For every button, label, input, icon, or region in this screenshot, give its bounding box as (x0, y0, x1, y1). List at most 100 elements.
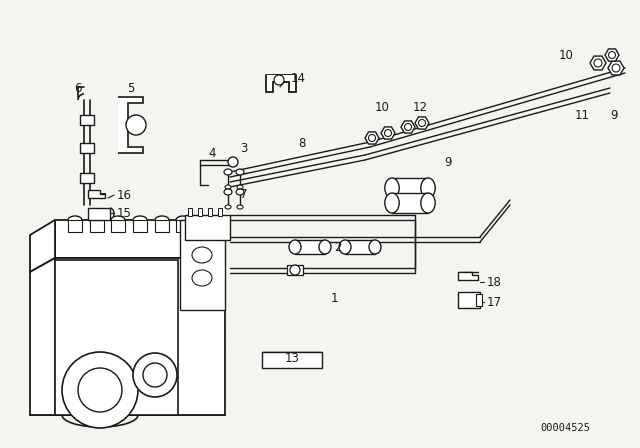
Polygon shape (118, 97, 143, 153)
Bar (198, 208, 202, 216)
Text: 00004525: 00004525 (540, 423, 590, 433)
Ellipse shape (176, 216, 190, 224)
Bar (155, 220, 169, 232)
Ellipse shape (289, 240, 301, 254)
Polygon shape (88, 190, 105, 198)
Ellipse shape (385, 193, 399, 213)
Polygon shape (88, 208, 110, 220)
Text: 4: 4 (208, 146, 216, 159)
Ellipse shape (90, 216, 104, 224)
Ellipse shape (237, 205, 243, 209)
Circle shape (369, 134, 376, 142)
Text: 10: 10 (374, 100, 389, 113)
Circle shape (274, 75, 284, 85)
Polygon shape (262, 352, 322, 368)
Ellipse shape (319, 240, 331, 254)
Bar (80, 143, 94, 153)
Ellipse shape (224, 189, 232, 195)
Bar (68, 220, 82, 232)
Text: 18: 18 (486, 276, 501, 289)
Ellipse shape (225, 185, 231, 189)
Bar (392, 193, 428, 213)
Polygon shape (55, 258, 225, 415)
Ellipse shape (421, 178, 435, 198)
Ellipse shape (224, 169, 232, 175)
Bar (188, 208, 192, 216)
Text: 8: 8 (298, 137, 306, 150)
Circle shape (126, 115, 146, 135)
Bar (176, 220, 190, 232)
Text: 12: 12 (413, 100, 428, 113)
Text: 16: 16 (116, 189, 131, 202)
Ellipse shape (197, 216, 211, 224)
Circle shape (419, 120, 426, 126)
Ellipse shape (192, 270, 212, 286)
Bar (90, 220, 104, 232)
Ellipse shape (237, 185, 243, 189)
Polygon shape (415, 117, 429, 129)
Ellipse shape (236, 169, 244, 175)
Circle shape (143, 363, 167, 387)
Polygon shape (180, 220, 225, 310)
Circle shape (594, 59, 602, 67)
Text: 1: 1 (330, 292, 338, 305)
Circle shape (609, 52, 616, 59)
Text: 3: 3 (240, 142, 248, 155)
Ellipse shape (68, 216, 82, 224)
Polygon shape (381, 127, 395, 139)
Polygon shape (365, 132, 379, 144)
Circle shape (385, 129, 392, 137)
Circle shape (612, 64, 620, 72)
Text: 9: 9 (611, 108, 618, 121)
Ellipse shape (339, 240, 351, 254)
Text: 9: 9 (444, 155, 452, 168)
Polygon shape (590, 56, 606, 70)
Bar (392, 178, 428, 198)
Bar (208, 208, 212, 216)
Polygon shape (401, 121, 415, 133)
Ellipse shape (236, 189, 244, 195)
Bar (197, 220, 211, 232)
Ellipse shape (192, 224, 212, 240)
Bar (218, 208, 222, 216)
Ellipse shape (111, 216, 125, 224)
Ellipse shape (385, 178, 399, 198)
Bar (80, 173, 94, 183)
Ellipse shape (228, 157, 238, 167)
Bar (287, 265, 303, 275)
Polygon shape (608, 61, 624, 75)
Circle shape (78, 368, 122, 412)
Polygon shape (458, 272, 478, 280)
Ellipse shape (225, 205, 231, 209)
Polygon shape (30, 258, 55, 415)
Bar (345, 240, 375, 254)
Text: 15: 15 (116, 207, 131, 220)
Ellipse shape (155, 216, 169, 224)
Text: 2: 2 (334, 241, 342, 254)
Polygon shape (266, 75, 296, 92)
Text: 6: 6 (74, 82, 82, 95)
Circle shape (133, 353, 177, 397)
Circle shape (62, 352, 138, 428)
Circle shape (404, 124, 412, 130)
Bar (295, 240, 325, 254)
Text: 13: 13 (285, 352, 300, 365)
Bar (476, 294, 482, 306)
Ellipse shape (133, 216, 147, 224)
Text: 5: 5 (127, 82, 134, 95)
Polygon shape (458, 292, 480, 308)
Polygon shape (30, 220, 55, 272)
Text: 17: 17 (486, 296, 502, 309)
Text: 14: 14 (291, 72, 305, 85)
Polygon shape (605, 49, 619, 61)
Polygon shape (55, 220, 225, 258)
Ellipse shape (192, 247, 212, 263)
Text: 11: 11 (575, 108, 589, 121)
Text: 10: 10 (559, 48, 573, 61)
Text: 7: 7 (240, 188, 248, 201)
Ellipse shape (369, 240, 381, 254)
Circle shape (290, 265, 300, 275)
Polygon shape (185, 215, 230, 240)
Bar (111, 220, 125, 232)
Ellipse shape (421, 193, 435, 213)
